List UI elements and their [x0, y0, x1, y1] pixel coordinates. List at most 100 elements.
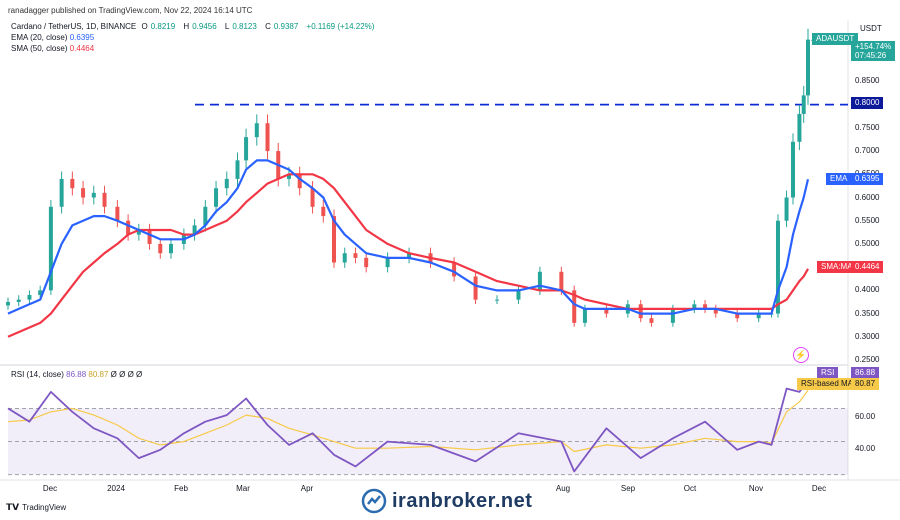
ema-20-line [7, 159, 810, 315]
price-tick: 0.2500 [855, 355, 880, 364]
rsi-ma-value-tag: 80.87 [851, 378, 880, 390]
watermark: iranbroker.net [360, 488, 532, 514]
candle-body [537, 271, 542, 291]
x-tick: Apr [300, 484, 314, 493]
candle-body [38, 290, 43, 295]
candle-body [638, 304, 643, 319]
candle-body [473, 276, 478, 300]
candle-body [582, 308, 587, 323]
sma-name-tag: SMA:MA [817, 261, 857, 273]
price-tick: 0.7000 [855, 146, 880, 156]
x-tick: Dec [811, 484, 827, 493]
watermark-text: iranbroker.net [392, 489, 533, 512]
candle-body [102, 192, 107, 207]
candle-body [332, 216, 337, 263]
candle-body [286, 174, 291, 179]
price-tick: 0.3500 [855, 308, 880, 318]
price-tick: 0.5000 [855, 238, 880, 248]
candle-body [81, 188, 86, 198]
tv-logo-icon: 𝗧𝗩 [6, 502, 20, 512]
candle-body [115, 206, 120, 221]
symbol-tag: ADAUSDT [812, 33, 859, 45]
candle-body [353, 253, 358, 258]
last-price-tag: +154.74% 07:45:26 [851, 41, 896, 61]
rsi-ma-name-tag: RSI-based MA [797, 378, 858, 390]
rsi-name-tag: RSI [817, 367, 839, 379]
candle-body [495, 299, 500, 301]
candle-body [48, 206, 53, 291]
candle-body [310, 188, 315, 207]
ema-value-tag: 0.6395 [851, 173, 884, 185]
watermark-icon [361, 488, 387, 514]
candle-body [235, 160, 240, 179]
candle-body [203, 206, 208, 226]
candle-body [70, 178, 75, 189]
candle-body [797, 113, 802, 142]
x-tick: Oct [683, 484, 697, 493]
legend-ema[interactable]: EMA (20, close) 0.6395 [11, 33, 95, 42]
legend-high: H 0.9456 [183, 22, 217, 31]
candle-body [254, 123, 259, 138]
legend-sma[interactable]: SMA (50, close) 0.4464 [11, 44, 95, 53]
candle-body [801, 95, 806, 114]
x-tick: Feb [174, 484, 188, 493]
legend-open: O 0.8219 [141, 22, 176, 31]
publisher-text: ranadagger published on TradingView.com,… [8, 6, 253, 15]
lightning-icon[interactable]: ⚡ [793, 347, 809, 363]
candle-body [169, 243, 174, 254]
x-tick: 2024 [107, 484, 125, 493]
candle-body [692, 304, 697, 309]
candle-body [147, 230, 152, 244]
legend-change: +0.1169 (+14.22%) [306, 22, 375, 31]
x-tick: Mar [236, 484, 250, 493]
price-tick: 0.5500 [855, 215, 880, 225]
candle-body [516, 290, 521, 300]
candle-body [265, 123, 270, 152]
legend-rsi[interactable]: RSI (14, close) 86.88 80.87 Ø Ø Ø Ø [11, 370, 143, 379]
candle-body [735, 313, 740, 319]
axis-currency: USDT [860, 24, 882, 33]
candle-body [756, 313, 761, 319]
sma-value-tag: 0.4464 [851, 261, 884, 273]
candle-body [806, 39, 810, 96]
candle-body [158, 243, 163, 254]
tv-brand-text: TradingView [22, 503, 67, 512]
candle-body [407, 253, 412, 258]
x-tick: Nov [748, 484, 764, 493]
price-tick: 0.7500 [855, 122, 880, 132]
candle-body [342, 253, 347, 263]
legend-symbol-row: Cardano / TetherUS, 1D, BINANCE O 0.8219 … [11, 22, 377, 31]
candle-body [784, 197, 789, 221]
candle-body [364, 257, 369, 268]
price-tick: 0.4000 [855, 285, 880, 295]
candle-body [244, 137, 249, 161]
candle-body [126, 220, 131, 235]
candle-body [224, 178, 229, 189]
x-tick: Sep [620, 484, 636, 493]
tradingview-logo[interactable]: 𝗧𝗩 TradingView [6, 502, 66, 513]
candle-body [452, 262, 457, 277]
candle-body [297, 174, 302, 189]
candle-body [559, 271, 564, 291]
candle-body [670, 308, 675, 323]
candle-body [649, 318, 654, 323]
candle-body [59, 178, 64, 207]
legend-low: L 0.8123 [224, 22, 257, 31]
legend-close: C 0.9387 [265, 22, 299, 31]
x-tick: Aug [555, 484, 571, 493]
candle-body [713, 308, 718, 314]
candle-body [321, 206, 326, 217]
candle-body [6, 301, 10, 306]
level-tag: 0.8000 [851, 97, 884, 109]
ema-name-tag: EMA [826, 173, 852, 185]
candle-body [703, 304, 708, 309]
candle-body [572, 290, 577, 323]
price-tick: 0.6000 [855, 192, 880, 202]
rsi-tick-40: 40.00 [855, 444, 876, 453]
candle-body [604, 308, 609, 314]
price-tick: 0.8500 [855, 76, 880, 86]
candle-body [192, 225, 197, 235]
rsi-value-tag: 86.88 [851, 367, 880, 379]
price-tick: 0.3000 [855, 331, 880, 341]
